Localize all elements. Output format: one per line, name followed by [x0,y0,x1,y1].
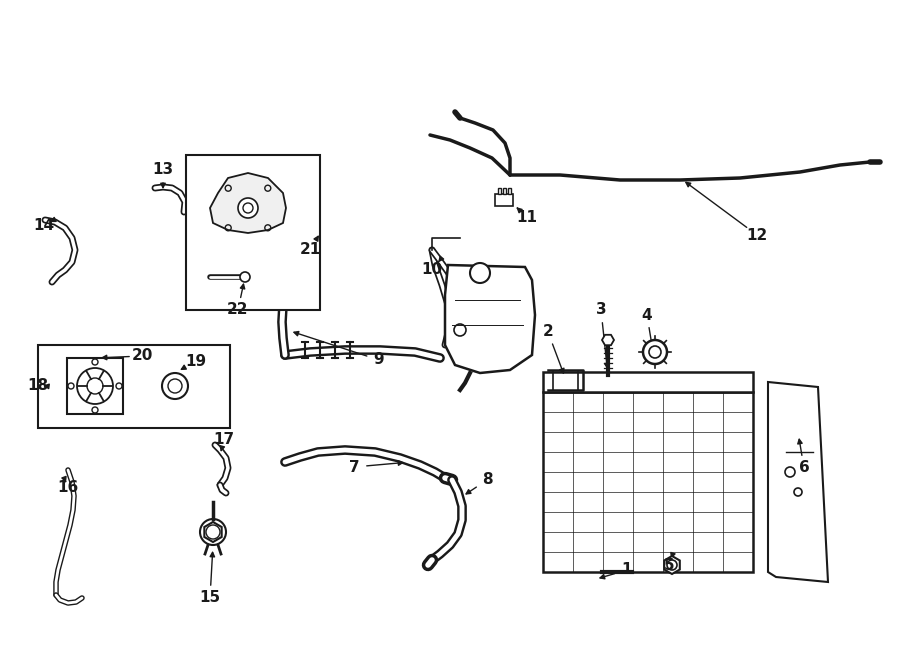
Text: 9: 9 [374,352,384,368]
Text: 15: 15 [200,590,220,605]
Polygon shape [204,522,221,542]
Text: 17: 17 [213,432,235,447]
Bar [543,392,753,572]
Bar [38,345,230,428]
Text: 14: 14 [33,217,55,233]
Text: 12: 12 [746,227,768,243]
Text: 22: 22 [227,303,248,317]
Text: 3: 3 [596,303,607,317]
Bar [186,155,320,310]
Text: 16: 16 [58,481,78,496]
Text: 5: 5 [663,557,674,572]
Polygon shape [445,265,535,373]
Circle shape [643,340,667,364]
Circle shape [200,519,226,545]
Bar [498,188,501,194]
Bar [508,188,511,194]
Text: 21: 21 [300,243,320,258]
Bar [495,194,513,206]
Circle shape [470,263,490,283]
Polygon shape [768,382,828,582]
Bar [503,188,506,194]
Text: 10: 10 [421,262,443,278]
Text: 2: 2 [543,325,553,340]
Circle shape [162,373,188,399]
Circle shape [238,198,258,218]
Text: 1: 1 [622,563,632,578]
Circle shape [240,272,250,282]
Polygon shape [664,556,680,574]
Text: 19: 19 [185,354,207,368]
Text: 7: 7 [348,459,359,475]
Polygon shape [602,335,614,345]
Text: 20: 20 [131,348,153,364]
Text: 8: 8 [482,473,492,488]
Bar [543,372,753,392]
Text: 6: 6 [798,461,809,475]
Text: 18: 18 [27,377,49,393]
Bar [67,358,123,414]
Text: 11: 11 [517,210,537,225]
Text: 13: 13 [152,163,174,178]
Polygon shape [210,173,286,233]
Text: 4: 4 [642,307,652,323]
